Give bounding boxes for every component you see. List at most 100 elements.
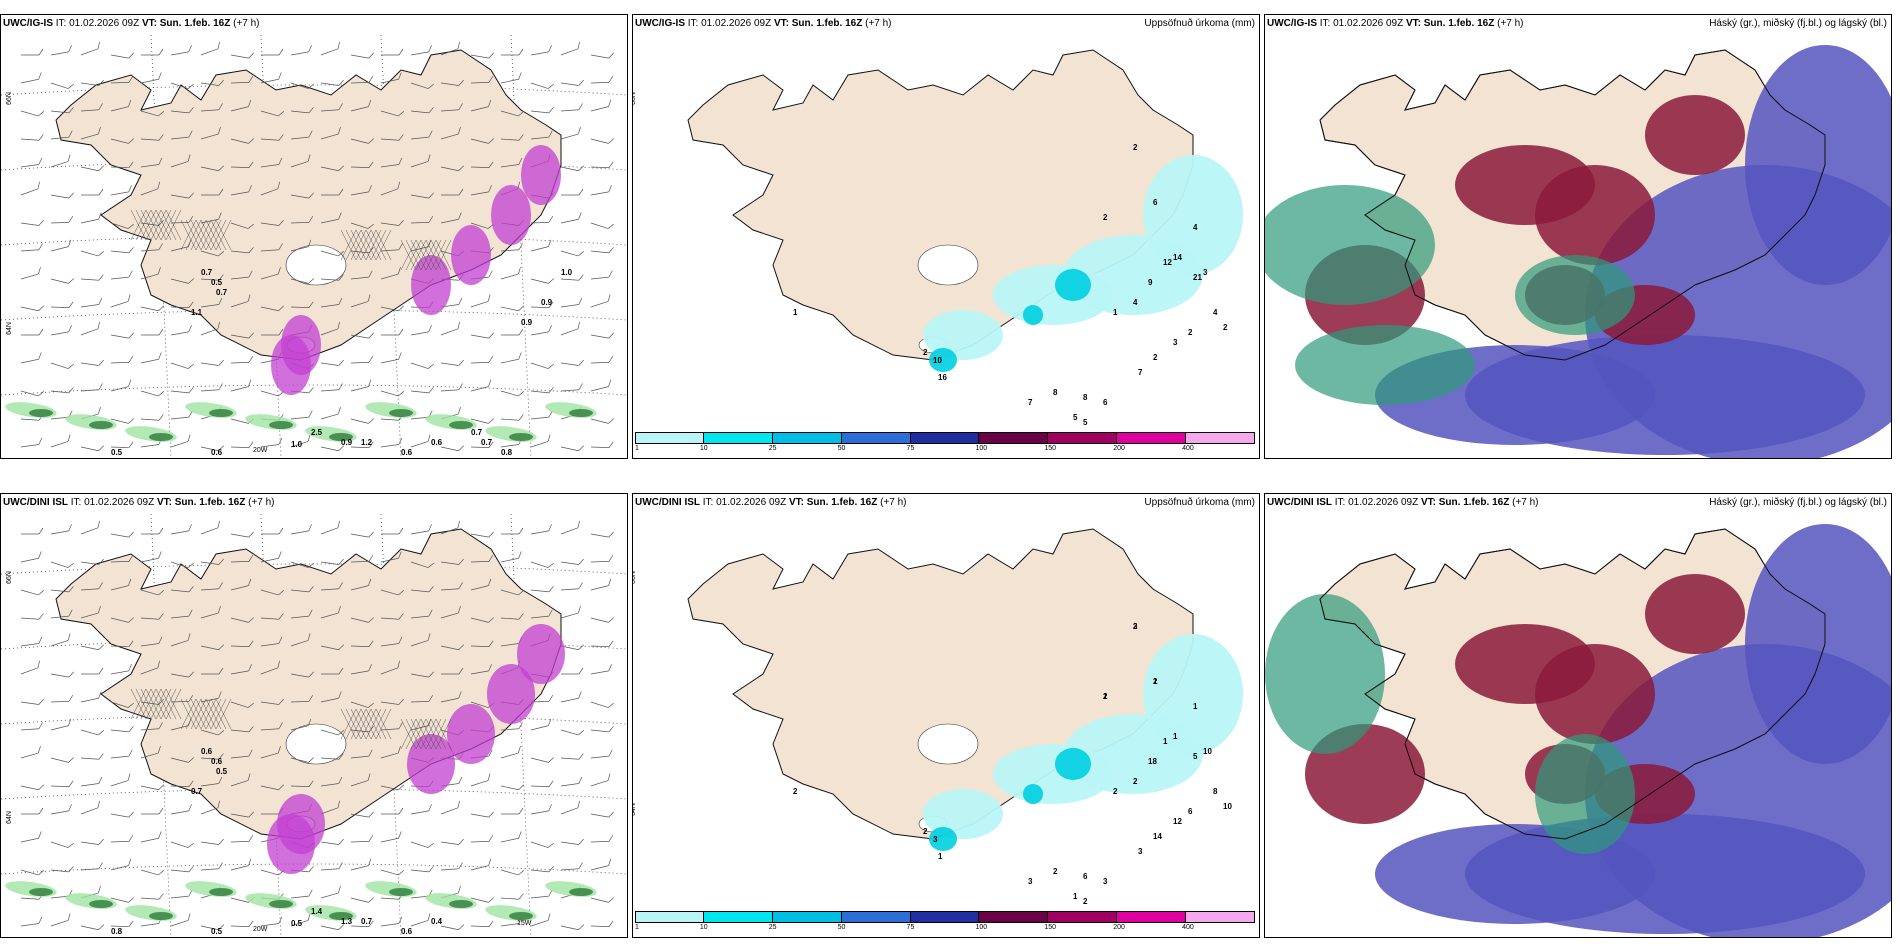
wind-barb: [590, 531, 614, 538]
wind-barb: [470, 617, 495, 623]
graticule-lat: [1, 159, 627, 171]
precip-amount-label: 3: [933, 835, 938, 844]
wind-barb: [320, 886, 341, 899]
heavy-shower-area: [89, 900, 113, 908]
wind-barb: [200, 862, 223, 871]
graticule-lon: [380, 513, 402, 937]
wind-barb: [230, 294, 251, 308]
wind-barb: [80, 41, 100, 56]
wind-barb: [230, 531, 254, 538]
wind-barb: [321, 188, 344, 196]
wind-barb: [560, 838, 584, 845]
wind-barb: [440, 924, 465, 931]
heavy-shower-area: [329, 433, 353, 441]
wind-barb: [560, 924, 585, 931]
wind-barb: [320, 838, 344, 845]
wind-barb: [50, 586, 74, 593]
wind-barb: [530, 561, 554, 568]
wind-barb: [470, 811, 494, 818]
wind-barb: [590, 99, 612, 112]
precip-value-label: 0.5: [211, 278, 223, 287]
precip-amount-label: 8: [1053, 388, 1058, 397]
wind-barb: [260, 157, 283, 168]
wind-barb: [230, 356, 254, 364]
wind-barb: [470, 294, 491, 308]
wind-barb: [590, 356, 614, 364]
wind-barb: [110, 247, 134, 254]
legend-label: 400: [1182, 924, 1194, 931]
wind-barb: [381, 527, 404, 535]
wind-barb: [380, 243, 403, 252]
wind-barb: [501, 328, 524, 336]
wind-barb: [140, 722, 163, 731]
wind-barb: [200, 359, 224, 366]
wind-barb: [170, 609, 193, 619]
wind-barb: [590, 222, 614, 229]
wind-barb: [470, 356, 494, 364]
wind-barb: [350, 356, 374, 364]
wind-barb: [200, 127, 221, 140]
legend-swatch: [910, 432, 980, 444]
wind-barb: [350, 664, 372, 675]
wind-barb: [500, 893, 524, 900]
wind-barb: [230, 270, 253, 280]
wind-barb: [410, 325, 432, 336]
precip-value-label: 0.9: [541, 298, 553, 307]
wind-barb: [21, 527, 44, 535]
wind-barb: [81, 188, 104, 196]
glacier: [285, 723, 347, 765]
wind-barb: [170, 45, 192, 56]
wind-barb: [110, 726, 134, 733]
graticule-lon: [510, 34, 532, 458]
wind-barb: [50, 671, 74, 678]
heavy-shower-area: [29, 888, 53, 896]
wind-barb: [80, 359, 104, 366]
precip-value-label: 0.5: [291, 919, 303, 928]
wind-barb: [110, 897, 135, 903]
wind-barb: [440, 838, 464, 845]
wind-barb: [530, 301, 554, 308]
wind-barb: [20, 831, 42, 843]
wind-barb: [230, 247, 254, 254]
wind-barb: [20, 243, 43, 252]
precip-amount-label: 21: [1193, 273, 1202, 282]
legend-label: 50: [837, 445, 846, 452]
wind-barb: [290, 434, 311, 448]
precip-amount-label: 4: [1213, 308, 1218, 317]
lat-label-64: 64N: [5, 811, 13, 824]
wind-barb: [320, 359, 344, 366]
wind-barb: [350, 332, 374, 339]
wind-barb: [560, 165, 585, 172]
wind-barb: [320, 127, 341, 140]
precip-amount-label: 10: [933, 356, 942, 365]
wind-barb: [50, 633, 71, 647]
wind-barb: [530, 524, 552, 535]
high-cloud-area: [1535, 644, 1655, 744]
wind-barb: [470, 578, 492, 591]
heavy-shower-area: [449, 900, 473, 908]
wind-barb: [290, 671, 314, 678]
legend-label: 50: [837, 924, 846, 931]
wind-barb: [440, 558, 464, 565]
wind-barb: [200, 606, 221, 619]
wind-barb: [590, 835, 614, 843]
wind-barb: [21, 807, 44, 815]
wind-barb: [590, 749, 613, 759]
heavy-shower-area: [209, 888, 233, 896]
legend-swatch: [772, 911, 842, 923]
wind-barb: [20, 613, 44, 620]
wind-barb: [320, 41, 340, 56]
wind-barb: [80, 691, 102, 703]
graticule-lon: [380, 34, 402, 458]
wind-barb: [21, 48, 44, 56]
wind-barb: [440, 691, 462, 703]
wind-barb: [380, 110, 405, 117]
wind-barb: [350, 897, 375, 903]
wind-barb: [410, 561, 434, 568]
wind-barb: [200, 445, 225, 452]
precip-amount-label: 6: [1188, 807, 1193, 816]
precip-value-label: 1.0: [561, 268, 573, 277]
legend-label: 100: [975, 924, 988, 931]
precip-moderate-area: [1023, 784, 1043, 804]
